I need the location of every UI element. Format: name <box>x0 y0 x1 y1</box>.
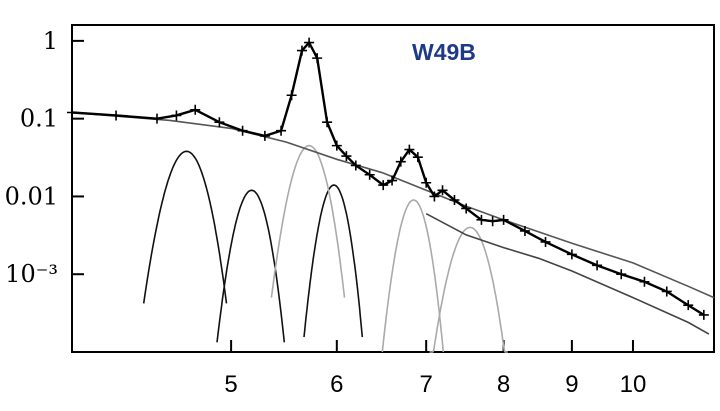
y-tick-label: 0.1 <box>20 105 58 133</box>
x-tick-label: 10 <box>620 371 647 398</box>
data-point <box>276 125 287 136</box>
data-point <box>437 185 448 196</box>
line-component <box>381 199 445 353</box>
data-point <box>259 130 270 141</box>
data-point <box>639 276 650 287</box>
data-point <box>378 180 389 191</box>
data-point <box>661 286 672 297</box>
data-point <box>592 260 603 271</box>
data-point <box>350 160 361 171</box>
x-tick-label: 7 <box>420 371 433 398</box>
data-point <box>698 309 709 320</box>
data-point <box>296 45 307 56</box>
data-point <box>322 117 333 128</box>
data-point <box>461 203 472 214</box>
continuum-line <box>425 212 710 335</box>
data-point <box>540 236 551 247</box>
data-point <box>190 104 201 115</box>
annotation-label: W49B <box>412 39 476 65</box>
data-point <box>312 53 323 64</box>
data-point <box>476 214 487 225</box>
x-tick-label: 6 <box>330 371 343 398</box>
data-point <box>683 300 694 311</box>
data-point <box>214 117 225 128</box>
data-point <box>331 140 342 151</box>
data-point <box>421 177 432 188</box>
data-point <box>412 152 423 163</box>
x-tick-label: 8 <box>497 371 510 398</box>
y-tick-label: 0.01 <box>5 182 58 210</box>
x-tick-label: 5 <box>224 371 237 398</box>
data-point <box>566 249 577 260</box>
data-point <box>111 110 122 121</box>
data-point <box>171 110 182 121</box>
data-point <box>237 125 248 136</box>
data-point <box>286 90 297 101</box>
data-point <box>395 156 406 167</box>
data-point <box>429 191 440 202</box>
data-point <box>519 225 530 236</box>
data-point <box>67 107 77 118</box>
y-tick-label: 1 <box>43 27 58 55</box>
data-point <box>449 194 460 205</box>
y-tick-label: 10⁻³ <box>5 260 58 288</box>
line-component <box>429 226 508 353</box>
data-point <box>151 113 162 124</box>
plot-frame <box>71 24 715 353</box>
line-component <box>270 144 346 298</box>
data-point <box>616 269 627 280</box>
data-point <box>341 151 352 162</box>
data-point <box>387 175 398 186</box>
x-tick-label: 9 <box>565 371 578 398</box>
line-component <box>142 150 228 304</box>
data-point <box>404 144 415 155</box>
data-point <box>487 216 498 227</box>
line-component <box>303 184 364 338</box>
line-component <box>216 189 286 343</box>
data-point <box>498 214 509 225</box>
data-spectrum-line <box>71 40 705 316</box>
data-point <box>304 37 315 48</box>
data-point <box>364 169 375 180</box>
